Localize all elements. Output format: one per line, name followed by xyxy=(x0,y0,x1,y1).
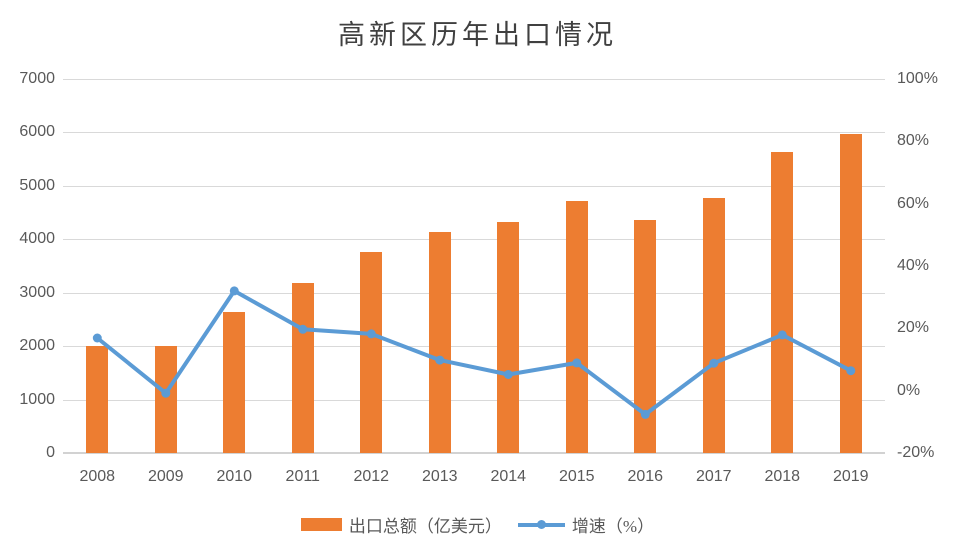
bar-2012[interactable] xyxy=(360,252,383,453)
bar-2014[interactable] xyxy=(497,221,520,453)
line-point-2010[interactable] xyxy=(229,286,239,296)
bar-series-swatch-icon xyxy=(300,518,342,531)
x-axis-tick-label: 2009 xyxy=(147,468,184,485)
gridline xyxy=(63,79,885,80)
gridline xyxy=(63,239,885,241)
x-axis-line xyxy=(63,452,885,454)
gridline xyxy=(63,185,885,187)
line-series-swatch-icon xyxy=(517,520,565,529)
bar-2017[interactable] xyxy=(702,198,725,453)
line-series xyxy=(92,286,856,419)
y-axis-right-tick-label: 20% xyxy=(897,319,930,337)
y-axis-right-tick-label: 80% xyxy=(897,132,930,150)
x-axis-tick-label: 2016 xyxy=(627,468,664,485)
x-axis-tick-label: 2012 xyxy=(353,468,390,485)
line-point-2009[interactable] xyxy=(161,388,171,398)
line-point-2013[interactable] xyxy=(435,355,445,365)
y-axis-left-tick-label: 1000 xyxy=(19,390,55,408)
y-axis-right-tick-label: 40% xyxy=(897,257,930,274)
y-axis-right-tick-label: -20% xyxy=(897,444,935,461)
y-axis-left-tick-label: 0 xyxy=(46,444,55,461)
bar-2016[interactable] xyxy=(634,219,657,453)
line-point-2018[interactable] xyxy=(777,330,787,340)
gridline xyxy=(63,292,885,294)
y-axis-right-tick-label: 60% xyxy=(897,194,930,212)
gridline xyxy=(63,346,885,348)
legend-line-label: 增速（%） xyxy=(571,517,655,536)
x-axis-tick-label: 2018 xyxy=(764,468,801,485)
line-point-2012[interactable] xyxy=(366,329,376,339)
x-axis-tick-label: 2013 xyxy=(421,468,458,485)
line-point-2015[interactable] xyxy=(572,358,582,368)
x-axis-tick-label: 2014 xyxy=(490,468,527,485)
legend-bar-label: 出口总额（亿美元） xyxy=(348,517,502,536)
line-point-2011[interactable] xyxy=(298,324,308,334)
x-axis-tick-label: 2011 xyxy=(285,468,320,485)
y-axis-left-tick-label: 6000 xyxy=(19,123,55,141)
line-point-2019[interactable] xyxy=(846,366,856,376)
bar-2013[interactable] xyxy=(428,232,451,453)
gridline xyxy=(63,399,885,401)
legend-item-growth-rate[interactable]: 增速（%） xyxy=(517,512,655,537)
x-axis-tick-label: 2019 xyxy=(832,468,869,485)
chart-title: 高新区历年出口情况 xyxy=(338,20,617,50)
y-axis-left-tick-label: 5000 xyxy=(19,176,55,194)
y-axis-left-tick-label: 7000 xyxy=(19,70,55,87)
x-axis-tick-label: 2010 xyxy=(216,468,253,485)
y-axis-right-tick-label: 0% xyxy=(897,381,921,399)
y-axis-right-tick-label: 100% xyxy=(897,70,938,87)
line-point-2014[interactable] xyxy=(503,370,513,379)
bar-2008[interactable] xyxy=(86,346,109,453)
plot-area xyxy=(63,79,885,454)
growth-rate-line xyxy=(95,288,853,417)
x-axis-tick-label: 2017 xyxy=(695,468,732,485)
bar-2019[interactable] xyxy=(839,133,862,453)
line-point-2017[interactable] xyxy=(709,358,719,368)
bar-2009[interactable] xyxy=(154,346,177,453)
line-point-2008[interactable] xyxy=(92,333,102,343)
x-axis-tick-label: 2015 xyxy=(558,468,595,485)
x-axis-tick-label: 2008 xyxy=(79,468,116,485)
y-axis-left-tick-label: 3000 xyxy=(19,283,55,301)
bar-2018[interactable] xyxy=(771,152,794,453)
y-axis-left-tick-label: 4000 xyxy=(19,230,55,248)
bar-2015[interactable] xyxy=(565,200,588,453)
line-point-2016[interactable] xyxy=(640,409,650,419)
y-axis-left-tick-label: 2000 xyxy=(19,337,55,355)
gridline xyxy=(63,132,885,134)
legend: 出口总额（亿美元） 增速（%） xyxy=(0,512,955,537)
bar-2010[interactable] xyxy=(223,312,246,453)
legend-item-export-total[interactable]: 出口总额（亿美元） xyxy=(300,512,502,537)
